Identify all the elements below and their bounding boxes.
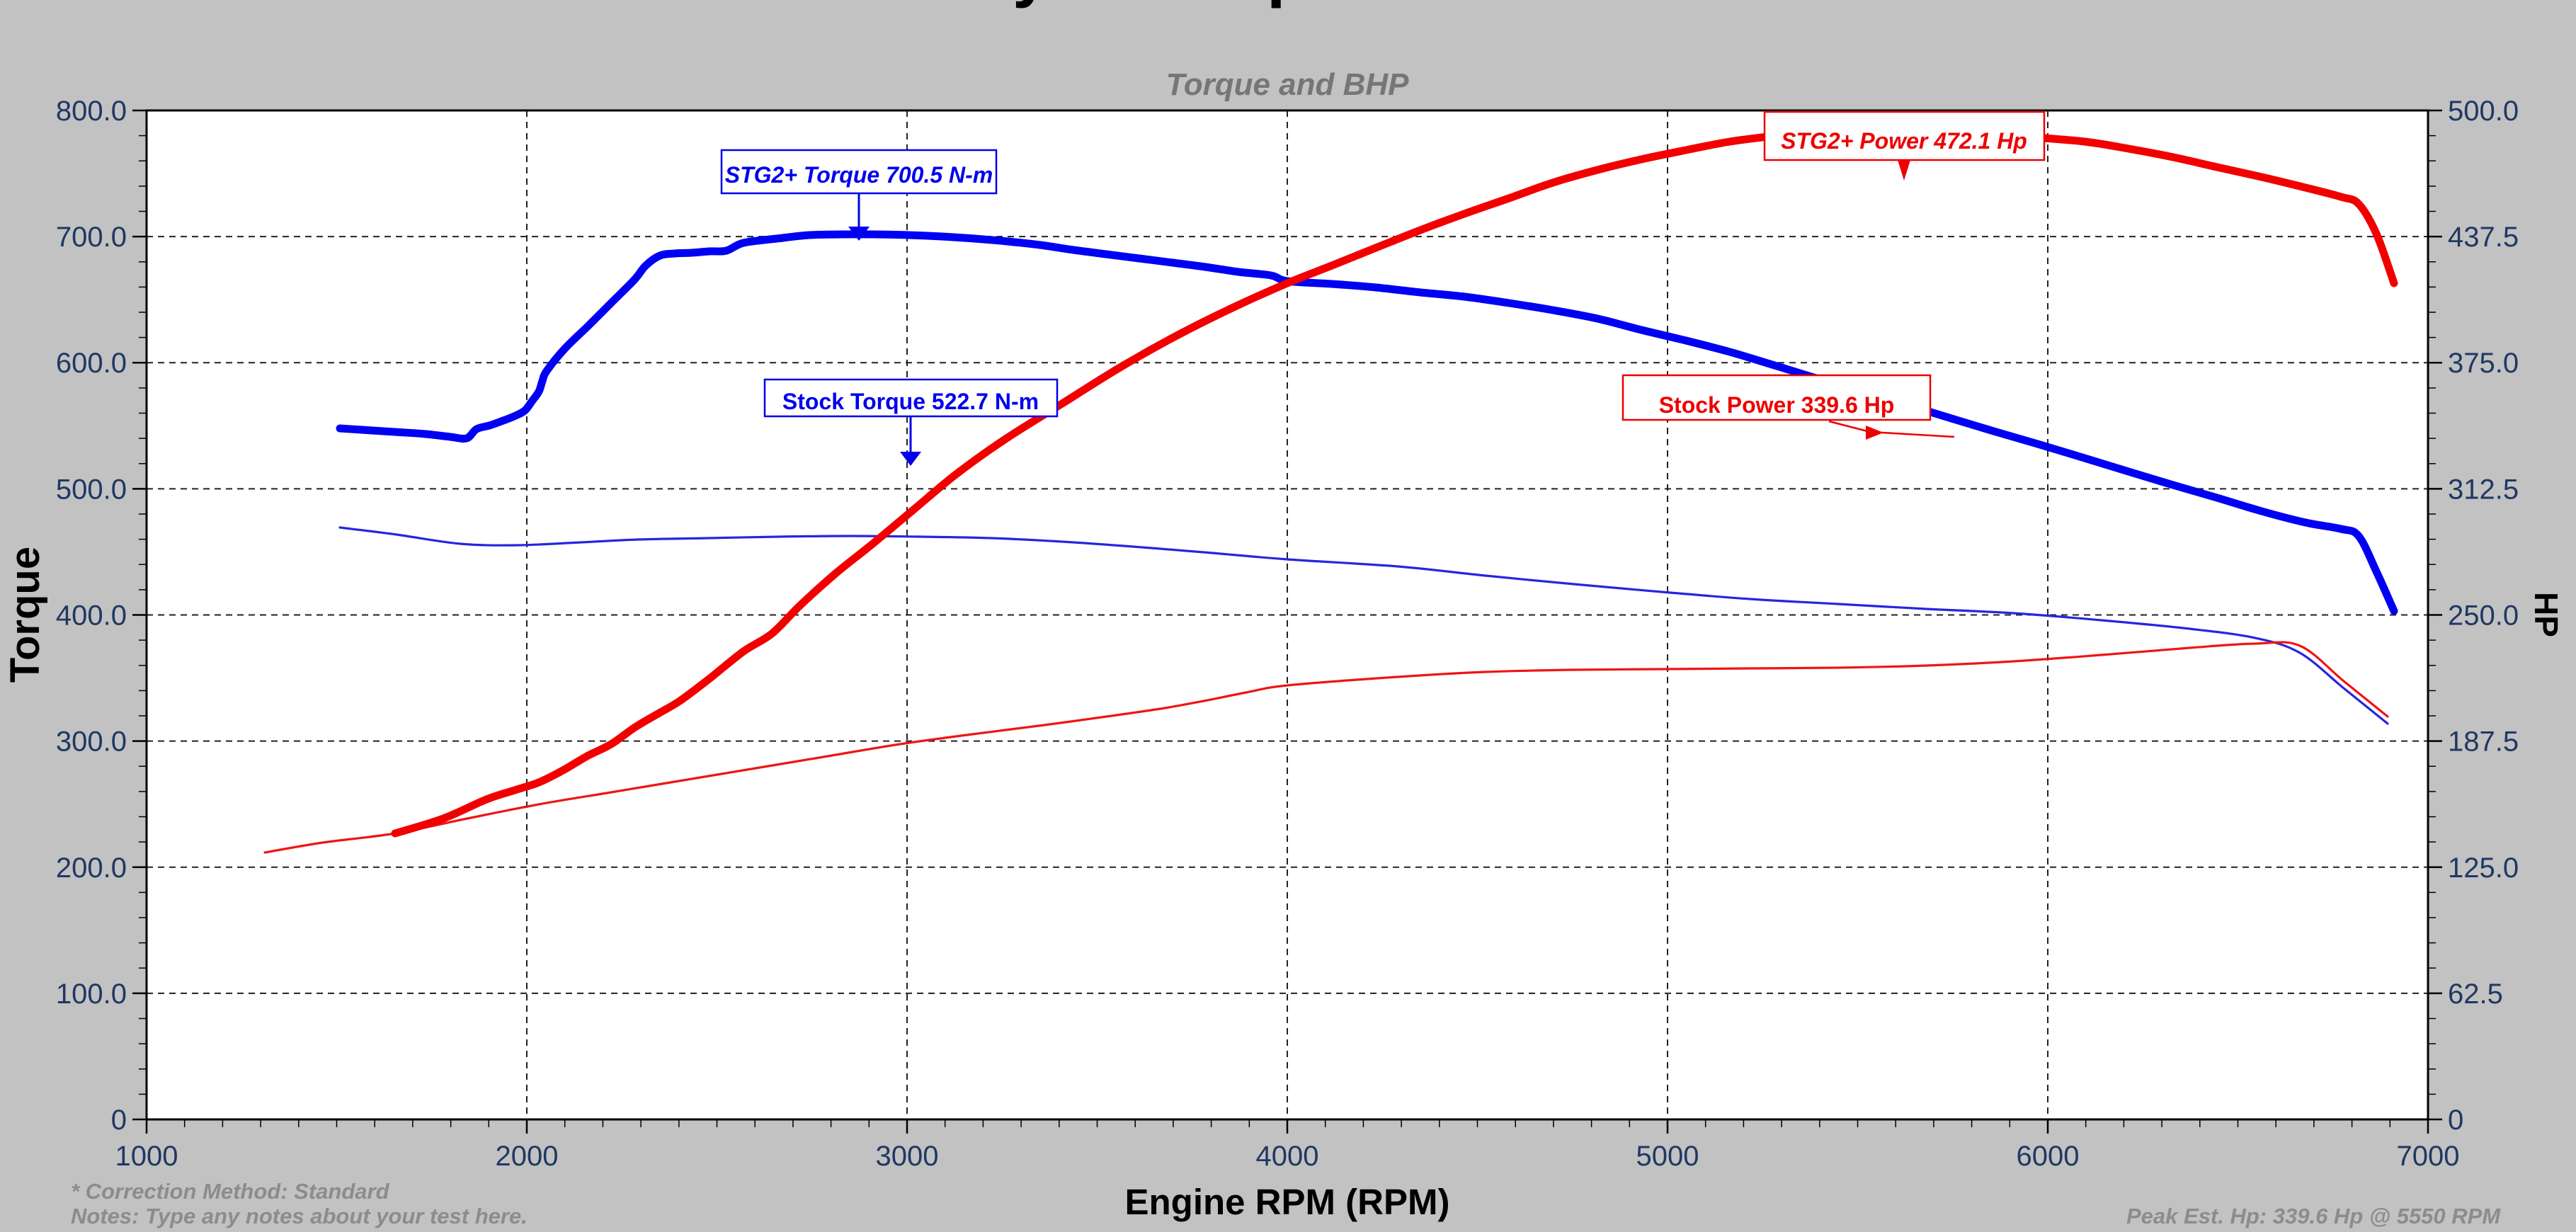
svg-text:125.0: 125.0 [2448, 852, 2519, 884]
svg-text:Notes: Type any notes about yo: Notes: Type any notes about your test he… [71, 1204, 528, 1228]
svg-text:600.0: 600.0 [56, 348, 127, 379]
svg-text:Dyno Graph Results: Dyno Graph Results [964, 0, 1610, 9]
svg-text:3000: 3000 [876, 1141, 939, 1172]
svg-text:62.5: 62.5 [2448, 979, 2503, 1010]
svg-text:Engine RPM (RPM): Engine RPM (RPM) [1125, 1182, 1450, 1222]
svg-text:500.0: 500.0 [2448, 96, 2519, 127]
svg-text:6000: 6000 [2017, 1141, 2080, 1172]
svg-text:0: 0 [2448, 1105, 2463, 1136]
svg-text:100.0: 100.0 [56, 979, 127, 1010]
svg-text:Stock Torque 522.7 N-m: Stock Torque 522.7 N-m [782, 389, 1039, 414]
svg-text:Stock Power 339.6 Hp: Stock Power 339.6 Hp [1659, 392, 1895, 418]
svg-text:700.0: 700.0 [56, 222, 127, 253]
svg-text:500.0: 500.0 [56, 474, 127, 505]
svg-text:Torque: Torque [2, 547, 48, 683]
svg-text:400.0: 400.0 [56, 600, 127, 632]
svg-text:300.0: 300.0 [56, 726, 127, 758]
svg-text:STG2+ Power 472.1 Hp: STG2+ Power 472.1 Hp [1781, 128, 2027, 154]
svg-text:4000: 4000 [1256, 1141, 1319, 1172]
svg-text:Peak Est. Hp: 339.6 Hp @ 5550: Peak Est. Hp: 339.6 Hp @ 5550 RPM [2126, 1204, 2501, 1228]
svg-text:STG2+ Torque 700.5 N-m: STG2+ Torque 700.5 N-m [725, 162, 993, 188]
svg-text:1000: 1000 [115, 1141, 178, 1172]
svg-text:HP: HP [2528, 592, 2565, 637]
svg-text:2000: 2000 [496, 1141, 559, 1172]
svg-text:200.0: 200.0 [56, 852, 127, 884]
svg-text:7000: 7000 [2397, 1141, 2460, 1172]
svg-text:* Correction Method: Standard: * Correction Method: Standard [71, 1179, 390, 1204]
svg-text:375.0: 375.0 [2448, 348, 2519, 379]
svg-text:Torque and BHP: Torque and BHP [1166, 67, 1409, 102]
svg-text:800.0: 800.0 [56, 96, 127, 127]
svg-text:5000: 5000 [1636, 1141, 1699, 1172]
svg-text:187.5: 187.5 [2448, 726, 2519, 758]
svg-text:0: 0 [111, 1105, 127, 1136]
svg-text:437.5: 437.5 [2448, 222, 2519, 253]
svg-text:250.0: 250.0 [2448, 600, 2519, 632]
svg-text:312.5: 312.5 [2448, 474, 2519, 505]
